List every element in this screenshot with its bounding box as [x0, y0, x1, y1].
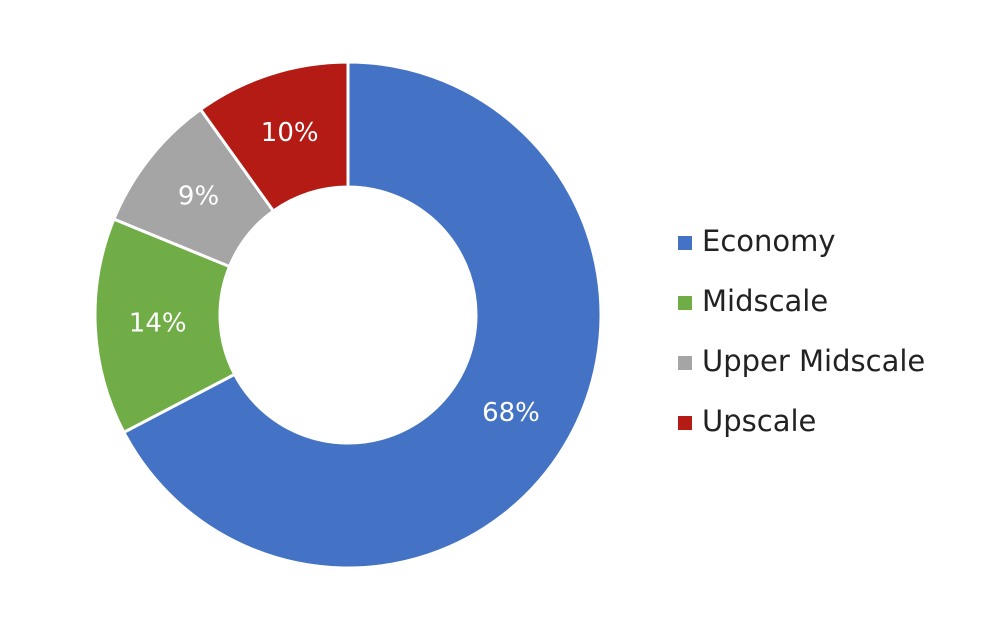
legend-swatch — [678, 236, 692, 250]
data-label: 14% — [129, 308, 187, 338]
donut-slice — [93, 217, 237, 435]
data-label: 10% — [261, 118, 319, 148]
legend-swatch — [678, 356, 692, 370]
legend-swatch — [678, 296, 692, 310]
donut-slice — [198, 60, 350, 214]
data-label: 9% — [178, 181, 219, 211]
donut-slice — [121, 60, 603, 570]
legend-label: Upscale — [702, 404, 816, 438]
legend-label: Economy — [702, 224, 836, 258]
data-label: 68% — [482, 398, 540, 428]
legend-swatch — [678, 416, 692, 430]
legend-label: Midscale — [702, 284, 828, 318]
legend-label: Upper Midscale — [702, 344, 925, 378]
